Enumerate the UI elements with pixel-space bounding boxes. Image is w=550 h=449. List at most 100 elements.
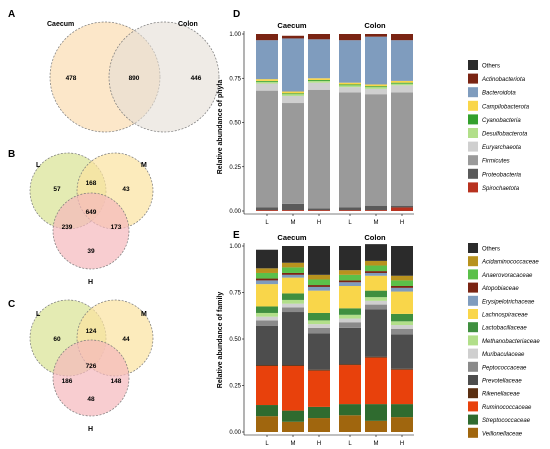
bar-segment xyxy=(256,249,278,269)
bar-segment xyxy=(391,291,413,314)
legend-swatch xyxy=(468,282,478,293)
panel-label-b: B xyxy=(8,149,15,160)
legend-swatch xyxy=(468,401,478,412)
bar-segment xyxy=(391,369,413,405)
legend-swatch xyxy=(468,168,478,179)
bar-segment xyxy=(256,268,278,273)
bar-segment xyxy=(256,416,278,432)
bar-segment xyxy=(391,40,413,81)
legend-swatch xyxy=(468,322,478,333)
bar-segment xyxy=(256,365,278,366)
bar-segment xyxy=(339,365,361,405)
legend-label: Spirochaetota xyxy=(482,186,520,192)
chart-d: D Relative abundance of phyla 0.000.250.… xyxy=(217,9,530,226)
x-tick-label: L xyxy=(348,441,352,447)
bar-segment xyxy=(308,208,330,211)
legend-swatch xyxy=(468,375,478,385)
x-tick-label: L xyxy=(348,220,352,226)
venn-c-h: 48 xyxy=(87,396,95,403)
bar-segment xyxy=(308,370,330,407)
legend-swatch xyxy=(468,128,478,138)
venn-a-circle-2 xyxy=(108,21,220,133)
y-tick-label: 0.00 xyxy=(229,209,241,215)
bar-segment xyxy=(391,328,413,335)
bar-segment xyxy=(365,290,387,298)
bar-segment xyxy=(365,88,387,95)
legend-label: Cyanobacteria xyxy=(482,118,521,124)
bar-segment xyxy=(365,356,387,358)
bar-segment xyxy=(282,307,304,313)
bar-segment xyxy=(282,293,304,300)
venn-a: A Caecum Colon 478 890 446 xyxy=(8,9,220,133)
bar-segment xyxy=(365,304,387,310)
y-tick-label: 0.50 xyxy=(229,337,241,343)
bar-segment xyxy=(365,34,387,37)
x-tick-label: M xyxy=(374,441,379,447)
bar-segment xyxy=(339,92,361,208)
bar-segment xyxy=(365,210,387,211)
venn-b-set-l: L xyxy=(36,162,41,169)
bar-segment xyxy=(391,321,413,326)
bar-segment xyxy=(308,320,330,325)
bar-segment xyxy=(365,94,387,206)
legend-label: Desulfobacterota xyxy=(482,132,528,138)
legend-swatch xyxy=(468,243,478,253)
bar-segment xyxy=(282,303,304,308)
bar-segment xyxy=(339,318,361,323)
bar-segment xyxy=(282,210,304,211)
bar-segment xyxy=(308,324,330,328)
facet-label: Caecum xyxy=(277,21,307,30)
bar-segment xyxy=(365,309,387,357)
y-tick-label: 1.00 xyxy=(229,244,241,250)
bar-segment xyxy=(365,265,387,272)
bar-segment xyxy=(365,36,387,85)
legend-label: Lactobacillaceae xyxy=(482,326,527,332)
bar-segment xyxy=(339,34,361,41)
bar-segment xyxy=(282,103,304,204)
bar-segment xyxy=(282,246,304,263)
bar-segment xyxy=(391,34,413,41)
bar-segment xyxy=(365,260,387,266)
legend-swatch xyxy=(468,361,478,372)
bar-segment xyxy=(282,91,304,94)
bar-segment xyxy=(256,284,278,307)
bar-segment xyxy=(282,93,304,95)
x-tick-label: L xyxy=(265,441,269,447)
bar-segment xyxy=(365,275,387,291)
bar-segment xyxy=(256,34,278,41)
bar-segment xyxy=(256,207,278,211)
bar-segment xyxy=(339,40,361,83)
bar-segment xyxy=(339,314,361,319)
venn-b-m: 43 xyxy=(122,186,130,193)
bar-segment xyxy=(339,210,361,211)
bar-segment xyxy=(391,287,413,292)
chart-d-facets: Caecum Colon xyxy=(277,21,386,30)
bar-segment xyxy=(256,316,278,321)
bar-segment xyxy=(365,87,387,89)
bar-segment xyxy=(256,80,278,82)
bar-segment xyxy=(256,81,278,84)
bar-segment xyxy=(308,285,330,287)
legend-label: Prevotellaceae xyxy=(482,379,522,385)
bar-segment xyxy=(308,246,330,275)
bar-segment xyxy=(391,83,413,86)
legend-label: Atopobiaceae xyxy=(481,286,519,292)
bar-segment xyxy=(256,312,278,317)
chart-e-y-axis: 0.00 0.25 0.50 0.75 1.00 xyxy=(229,243,245,436)
facet-label: Colon xyxy=(364,233,386,242)
bar-segment xyxy=(339,308,361,315)
bar-segment xyxy=(282,274,304,278)
venn-c-lm: 124 xyxy=(86,328,97,335)
legend-swatch xyxy=(468,348,478,359)
legend-label: Others xyxy=(482,247,500,253)
legend-swatch xyxy=(468,155,478,166)
bar-segment xyxy=(282,94,304,96)
legend-label: Ruminococcaceae xyxy=(482,405,532,411)
bar-segment xyxy=(308,80,330,83)
bar-segment xyxy=(256,280,278,285)
bar-segment xyxy=(365,272,387,276)
bar-segment xyxy=(308,286,330,291)
legend-swatch xyxy=(468,87,478,98)
